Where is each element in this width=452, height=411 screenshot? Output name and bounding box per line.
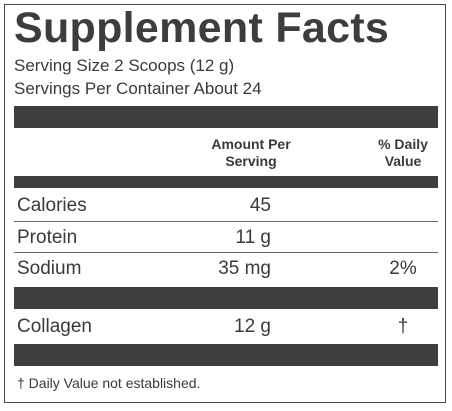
label-title: Supplement Facts <box>14 4 390 52</box>
header-divider-bar <box>14 176 438 188</box>
supplement-facts-panel <box>4 4 446 403</box>
row-protein-name: Protein <box>17 227 78 248</box>
dv-header-line2: Value <box>384 153 422 169</box>
row-collagen-name: Collagen <box>17 316 92 337</box>
daily-value-header: % Daily Value <box>358 136 448 170</box>
top-divider-bar <box>14 106 438 128</box>
middle-divider-bar <box>14 287 438 309</box>
servings-per-container: Servings Per Container About 24 <box>14 79 262 98</box>
row-divider <box>14 221 438 222</box>
row-collagen-amount: 12 g <box>234 316 271 337</box>
row-calories-name: Calories <box>17 195 87 216</box>
amount-header-line1: Amount Per <box>211 136 291 152</box>
row-collagen-dv: † <box>397 316 409 337</box>
dv-header-line1: % Daily <box>378 136 428 152</box>
amount-per-serving-header: Amount Per Serving <box>196 136 306 170</box>
serving-size: Serving Size 2 Scoops (12 g) <box>14 56 235 75</box>
bottom-divider-bar <box>14 344 438 366</box>
row-sodium-dv: 2% <box>389 258 417 279</box>
footnote: † Daily Value not established. <box>17 375 201 391</box>
row-sodium-amount: 35 mg <box>218 258 271 279</box>
row-calories-amount: 45 <box>249 195 271 216</box>
row-sodium-name: Sodium <box>17 258 82 279</box>
row-divider <box>14 252 438 253</box>
row-protein-amount: 11 g <box>235 227 271 248</box>
amount-header-line2: Serving <box>225 153 277 169</box>
